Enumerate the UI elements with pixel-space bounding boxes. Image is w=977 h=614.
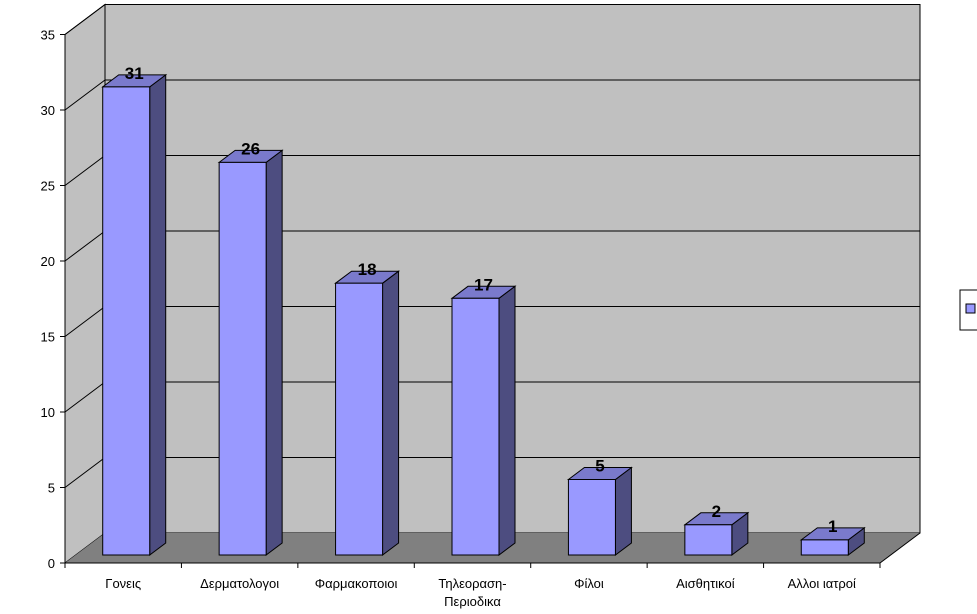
x-tick-label-line: Αισθητικοί <box>676 576 735 591</box>
bar <box>101 73 168 556</box>
legend <box>959 289 977 331</box>
data-label: 2 <box>712 502 721 521</box>
x-tick-label-line: Γονεις <box>105 576 141 591</box>
data-label: 17 <box>474 275 493 294</box>
bar <box>334 270 401 556</box>
x-tick-label-line: Φίλοι <box>574 576 604 591</box>
bar-front <box>567 479 616 556</box>
legend-swatch <box>965 303 976 314</box>
y-tick-label: 15 <box>41 330 55 345</box>
data-label: 1 <box>828 517 837 536</box>
gridline-side <box>64 79 106 111</box>
data-label: 31 <box>125 64 144 83</box>
x-tick-label-line: Τηλεοραση- <box>438 576 506 591</box>
y-tick-label: 25 <box>41 179 55 194</box>
y-tick-label: 35 <box>41 28 55 43</box>
bar-front <box>800 539 849 556</box>
y-tick-label: 0 <box>48 556 55 571</box>
bar-side <box>265 149 283 556</box>
x-tick-label: Γονεις <box>105 576 141 591</box>
gridline-side <box>64 4 106 35</box>
x-tick-label: Αλλοι ιατροί <box>788 576 856 591</box>
y-tick-label: 30 <box>41 103 55 118</box>
x-tick-label-line: Περιοδικα <box>444 594 501 609</box>
x-tick-label: Τηλεοραση- Περιοδικα <box>438 576 506 609</box>
bars: 31 26 18 17 5 2 1 <box>101 64 866 556</box>
bar <box>217 149 284 556</box>
gridline-side <box>64 457 106 488</box>
data-label: 5 <box>595 457 604 476</box>
axes <box>64 34 921 564</box>
gridline-side <box>64 381 106 413</box>
bar-side <box>614 466 632 556</box>
bar <box>799 526 866 556</box>
side-wall <box>64 3 106 564</box>
x-tick-label-line: Αλλοι ιατροί <box>788 576 856 591</box>
x-tick-label: Φαρμακοποιοι <box>315 576 398 591</box>
data-label: 26 <box>241 139 260 158</box>
bar <box>566 466 633 556</box>
floor-edge <box>879 532 921 564</box>
bar-front <box>218 161 267 556</box>
y-axis-ticks: 0 5 10 15 20 25 30 35 <box>41 28 65 571</box>
bar-side <box>382 270 400 556</box>
x-tick-label: Φίλοι <box>574 576 604 591</box>
bar <box>450 285 517 556</box>
x-axis-labels: Γονεις Δερματολογοι Φαρμακοποιοι Τηλεοραση-… <box>64 563 881 609</box>
gridline-side <box>64 230 106 262</box>
y-tick-label: 10 <box>41 405 55 420</box>
bar-side <box>498 285 516 556</box>
y-tick-label: 5 <box>48 481 55 496</box>
y-tick-label: 20 <box>41 254 55 269</box>
x-tick-label: Δερματολογοι <box>200 576 279 591</box>
data-label: 18 <box>358 260 377 279</box>
x-tick-label-line: Δερματολογοι <box>200 576 279 591</box>
gridline-side <box>64 306 106 337</box>
bar-front <box>335 282 384 556</box>
bar-front <box>684 524 733 556</box>
bar-front <box>451 297 500 556</box>
gridline-side <box>64 155 106 186</box>
bar-side <box>149 73 167 556</box>
x-tick-label-line: Φαρμακοποιοι <box>315 576 398 591</box>
x-tick-label: Αισθητικοί <box>676 576 735 591</box>
bar <box>683 511 750 556</box>
bar-front <box>102 86 151 556</box>
